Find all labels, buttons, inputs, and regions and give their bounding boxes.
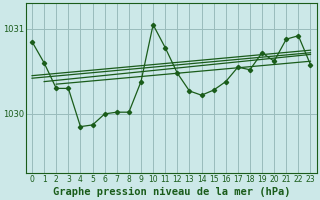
X-axis label: Graphe pression niveau de la mer (hPa): Graphe pression niveau de la mer (hPa) xyxy=(52,186,290,197)
